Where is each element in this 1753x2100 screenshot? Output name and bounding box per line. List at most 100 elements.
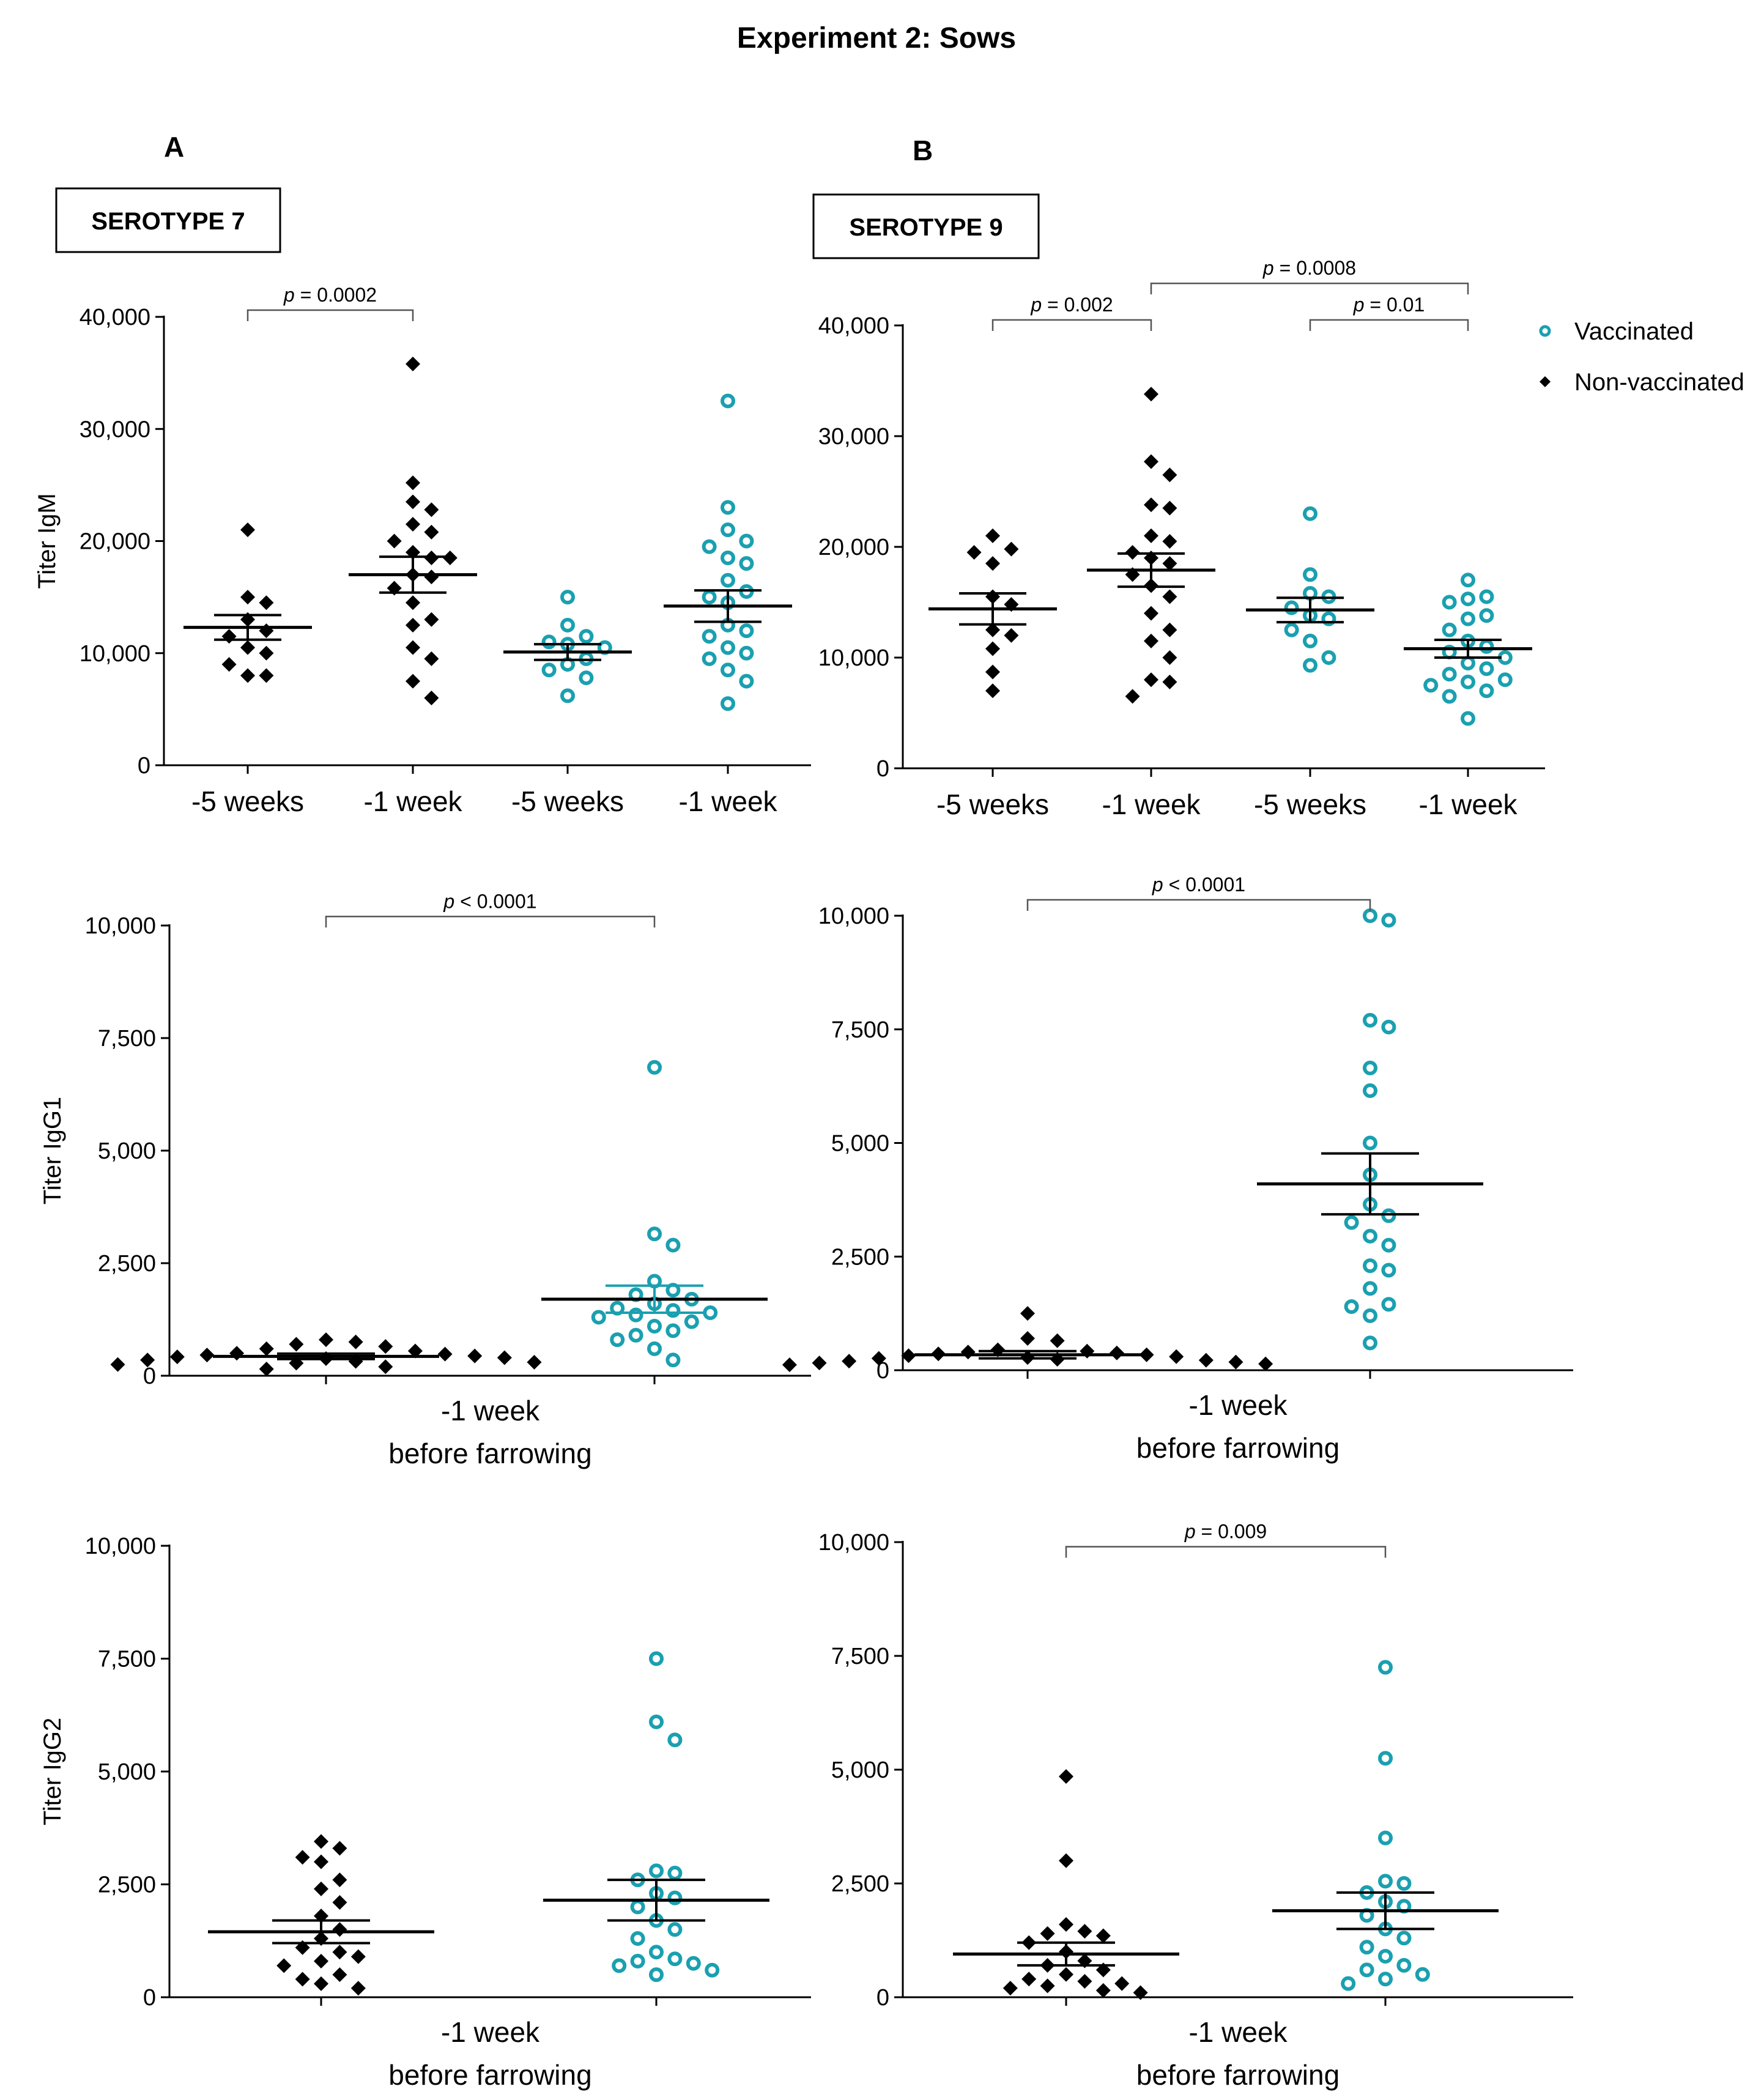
chart-igg2-7: 0 2,500 5,000 7,500 10,000 -1 week before farr… [39,1534,811,2091]
data-point-non-vaccinated [140,1352,155,1368]
data-point-vaccinated [591,1310,606,1325]
data-point-vaccinated [1396,1957,1412,1973]
data-point-non-vaccinated [1021,1972,1037,1987]
data-point-vaccinated [541,662,557,678]
data-point-non-vaccinated [289,1337,304,1352]
data-point-non-vaccinated [314,1854,328,1869]
data-point-vaccinated [1381,1237,1396,1253]
data-point-non-vaccinated [332,1895,347,1910]
legend-label-non-vaccinated: Non-vaccinated [1574,369,1744,396]
data-point-vaccinated [628,1327,643,1343]
data-point-non-vaccinated [424,524,439,540]
data-point-non-vaccinated [259,645,274,661]
data-point-non-vaccinated [314,1834,328,1849]
data-point-vaccinated [667,1866,683,1881]
data-point-non-vaccinated [199,1348,215,1363]
data-point-vaccinated [702,651,717,666]
data-point-non-vaccinated [966,545,982,560]
data-point-non-vaccinated [985,622,1000,637]
data-point-non-vaccinated [319,1332,333,1348]
data-point-vaccinated [665,1323,681,1338]
data-point-non-vaccinated [842,1354,857,1369]
data-point-non-vaccinated [240,522,255,538]
data-point-vaccinated [667,1951,683,1967]
significance-bracket [991,319,1152,331]
data-point-non-vaccinated [985,664,1000,680]
y-tick-label: 30,000 [818,424,889,450]
p-value-label: p = 0.01 [1353,294,1425,316]
data-point-non-vaccinated [1020,1330,1035,1346]
data-point-vaccinated [541,634,557,650]
data-point-vaccinated [612,1958,627,1973]
data-point-vaccinated [684,1314,699,1329]
data-point-non-vaccinated [1004,541,1019,557]
data-point-non-vaccinated [1162,674,1177,689]
data-point-vaccinated [579,670,594,686]
data-point-non-vaccinated [406,640,420,655]
y-tick-label: 7,500 [98,1026,156,1052]
data-point-vaccinated [1442,667,1457,682]
data-point-non-vaccinated [1144,387,1158,402]
data-point-vaccinated [721,662,735,678]
data-point-non-vaccinated [424,502,439,518]
data-point-vaccinated [1442,622,1457,637]
data-point-vaccinated [1479,683,1494,699]
data-point-vaccinated [721,640,735,655]
data-point-vaccinated [721,393,735,409]
data-point-vaccinated [1363,1335,1377,1351]
data-point-vaccinated [1363,1083,1377,1099]
x-axis-label: before farrowing [388,2059,591,2091]
data-point-vaccinated [703,1305,718,1320]
data-point-vaccinated [1284,600,1299,615]
data-point-non-vaccinated [407,1343,423,1359]
data-point-non-vaccinated [812,1356,827,1371]
x-axis-label: before farrowing [388,1438,591,1469]
data-point-non-vaccinated [350,1981,366,1996]
data-point-vaccinated [665,1237,681,1253]
data-point-vaccinated [1479,639,1494,654]
y-tick-label: 10,000 [80,641,150,667]
data-point-non-vaccinated [387,533,402,549]
data-point-vaccinated [1497,672,1513,688]
data-point-non-vaccinated [259,595,274,610]
data-point-non-vaccinated [221,657,237,672]
y-tick-label: 5,000 [98,1759,156,1785]
data-point-non-vaccinated [1059,1853,1073,1868]
data-point-non-vaccinated [1144,528,1158,543]
data-point-non-vaccinated [1125,689,1140,704]
x-axis-label: -1 week [441,1395,540,1427]
y-tick-label: 0 [143,1364,156,1389]
data-point-vaccinated [705,1962,720,1978]
y-tick-label: 2,500 [831,1244,889,1270]
data-point-non-vaccinated [229,1346,245,1361]
data-point-non-vaccinated [424,612,439,627]
data-point-non-vaccinated [985,528,1000,543]
data-point-vaccinated [1363,1135,1377,1151]
data-point-non-vaccinated [406,475,420,491]
y-axis-label: Titer IgM [34,493,61,588]
data-point-vaccinated [1284,622,1299,637]
data-point-non-vaccinated [442,550,458,565]
data-point-non-vaccinated [1114,1976,1130,1991]
data-point-vaccinated [1363,1281,1377,1296]
data-point-vaccinated [1381,913,1396,928]
data-point-non-vaccinated [1258,1356,1273,1371]
data-point-vaccinated [1359,1940,1374,1955]
data-point-non-vaccinated [1095,1928,1111,1943]
data-point-non-vaccinated [406,356,420,371]
data-point-non-vaccinated [332,1945,347,1960]
x-tick-label: -5 weeks [936,788,1049,820]
charts-group: 0 10,000 20,000 30,000 40,000 -5 weeks -1 week… [34,257,1744,2091]
data-point-non-vaccinated [1144,606,1158,621]
x-axis-label: -1 week [1188,1389,1288,1421]
data-point-vaccinated [628,1307,643,1323]
data-point-non-vaccinated [295,1972,310,1987]
data-point-non-vaccinated [901,1348,916,1364]
data-point-vaccinated [1344,1215,1359,1230]
data-point-vaccinated [647,1226,662,1242]
data-point-non-vaccinated [1139,1347,1154,1362]
y-tick-label: 10,000 [818,645,889,671]
y-tick-label: 10,000 [85,1534,156,1559]
y-tick-label: 7,500 [98,1647,156,1672]
